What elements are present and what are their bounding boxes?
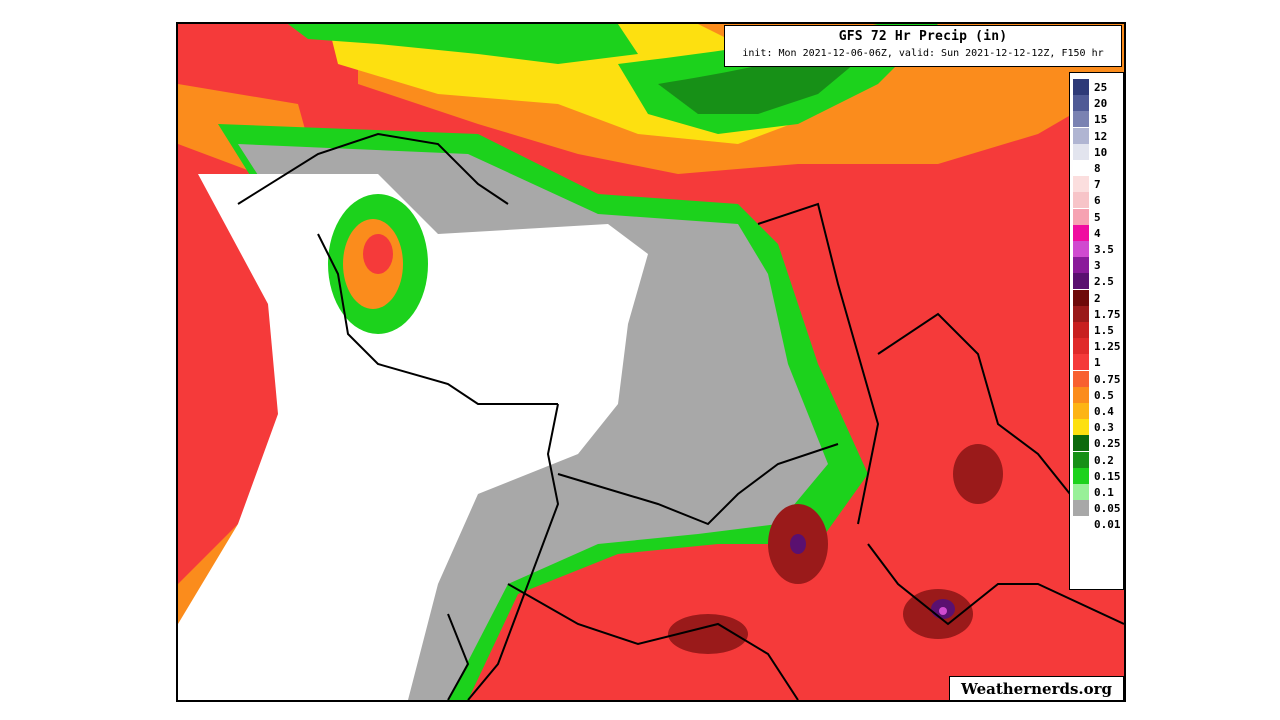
legend-swatch [1073,500,1089,517]
legend-label: 0.3 [1094,421,1114,435]
legend-swatch [1073,354,1089,371]
legend-item: 0.5 [1070,386,1123,403]
legend-label: 1.5 [1094,324,1114,337]
legend-item: 25 [1070,79,1123,95]
legend-item: 7 [1070,176,1123,193]
legend-item: 1.75 [1070,305,1123,322]
map-title: GFS 72 Hr Precip (in) [838,29,1008,44]
map-subtitle: init: Mon 2021-12-06-06Z, valid: Sun 202… [742,48,1104,59]
legend-swatch [1073,257,1089,274]
legend-item: 0.75 [1070,370,1123,387]
legend-swatch [1073,451,1089,468]
legend-label: 25 [1094,81,1108,94]
legend-swatch [1073,435,1089,452]
legend-label: 0.25 [1094,437,1121,451]
watermark: Weathernerds.org [949,676,1124,700]
legend-label: 10 [1094,145,1108,159]
legend-label: 1.25 [1094,340,1121,354]
legend-swatch [1073,322,1089,338]
legend-item: 3.5 [1070,241,1123,257]
country-borders [237,132,1124,700]
legend-item: 10 [1070,143,1123,160]
precip-spot-5 [790,534,806,554]
legend-item: 0.4 [1070,403,1123,419]
legend-item: 0.1 [1070,484,1123,500]
legend-swatch [1073,95,1089,112]
precip-field-dry-core [178,174,648,700]
legend-label: 8 [1094,162,1101,175]
legend-label: 12 [1094,129,1108,143]
legend-swatch [1073,338,1089,355]
legend-swatch [1073,370,1089,387]
legend-label: 5 [1094,210,1101,224]
color-legend: 25 20 15 12 10 8 7 6 5 4 3.5 3 2.5 2 1.75 1.5 1.25 1 0.75 0… [1069,72,1124,590]
precip-map-canvas [178,24,1124,700]
legend-item: 20 [1070,95,1123,112]
legend-item: 8 [1070,160,1123,176]
legend-swatch [1073,176,1089,193]
legend-label: 15 [1094,113,1108,127]
legend-swatch [1073,111,1089,128]
legend-item: 0.25 [1070,435,1123,452]
legend-label: 7 [1094,178,1101,192]
precip-spot-3 [668,614,748,654]
precip-blob-colombia-red [363,234,393,274]
precip-map: GFS 72 Hr Precip (in) init: Mon 2021-12-… [176,22,1126,702]
legend-swatch [1073,79,1089,95]
map-title-box: GFS 72 Hr Precip (in) init: Mon 2021-12-… [724,25,1122,67]
legend-item: 4 [1070,224,1123,241]
legend-item: 12 [1070,127,1123,144]
legend-label: 2 [1094,291,1101,305]
legend-item: 1 [1070,354,1123,371]
legend-label: 0.2 [1094,453,1114,467]
legend-item: 15 [1070,111,1123,128]
legend-label: 4 [1094,226,1101,240]
legend-label: 3 [1094,259,1101,273]
legend-label: 20 [1094,97,1108,111]
legend-label: 0.15 [1094,469,1121,483]
legend-swatch [1073,224,1089,241]
legend-swatch [1073,305,1089,322]
legend-item: 1.25 [1070,338,1123,355]
precip-field-green-north [288,24,638,64]
legend-label: 6 [1094,194,1101,208]
precip-spot-4 [953,444,1003,504]
legend-item: 2 [1070,289,1123,306]
legend-swatch [1073,143,1089,160]
legend-label: 0.5 [1094,388,1114,402]
legend-swatch [1073,241,1089,257]
legend-label: 0.1 [1094,486,1114,499]
legend-swatch [1073,419,1089,436]
legend-item: 3 [1070,257,1123,274]
legend-item: 5 [1070,208,1123,225]
legend-item: 0.01 [1070,516,1123,533]
legend-label: 0.4 [1094,405,1114,418]
legend-swatch [1073,386,1089,403]
legend-swatch [1073,403,1089,419]
legend-item: 0.05 [1070,500,1123,517]
legend-swatch [1073,160,1089,176]
legend-item: 2.5 [1070,273,1123,290]
legend-item: 0.2 [1070,451,1123,468]
legend-swatch [1073,192,1089,209]
legend-label: 0.01 [1094,518,1121,532]
legend-label: 1.75 [1094,307,1121,321]
legend-label: 3.5 [1094,243,1114,256]
legend-swatch [1073,289,1089,306]
legend-swatch [1073,208,1089,225]
legend-swatch [1073,467,1089,484]
legend-swatch [1073,127,1089,144]
legend-swatch [1073,516,1089,533]
precip-spot-7 [939,607,947,615]
legend-item: 6 [1070,192,1123,209]
legend-swatch [1073,484,1089,500]
legend-label: 2.5 [1094,275,1114,289]
legend-item: 0.3 [1070,419,1123,436]
legend-swatch [1073,273,1089,290]
legend-item: 1.5 [1070,322,1123,338]
legend-label: 0.05 [1094,502,1121,516]
legend-label: 0.75 [1094,372,1121,386]
legend-item: 0.15 [1070,467,1123,484]
legend-label: 1 [1094,356,1101,370]
